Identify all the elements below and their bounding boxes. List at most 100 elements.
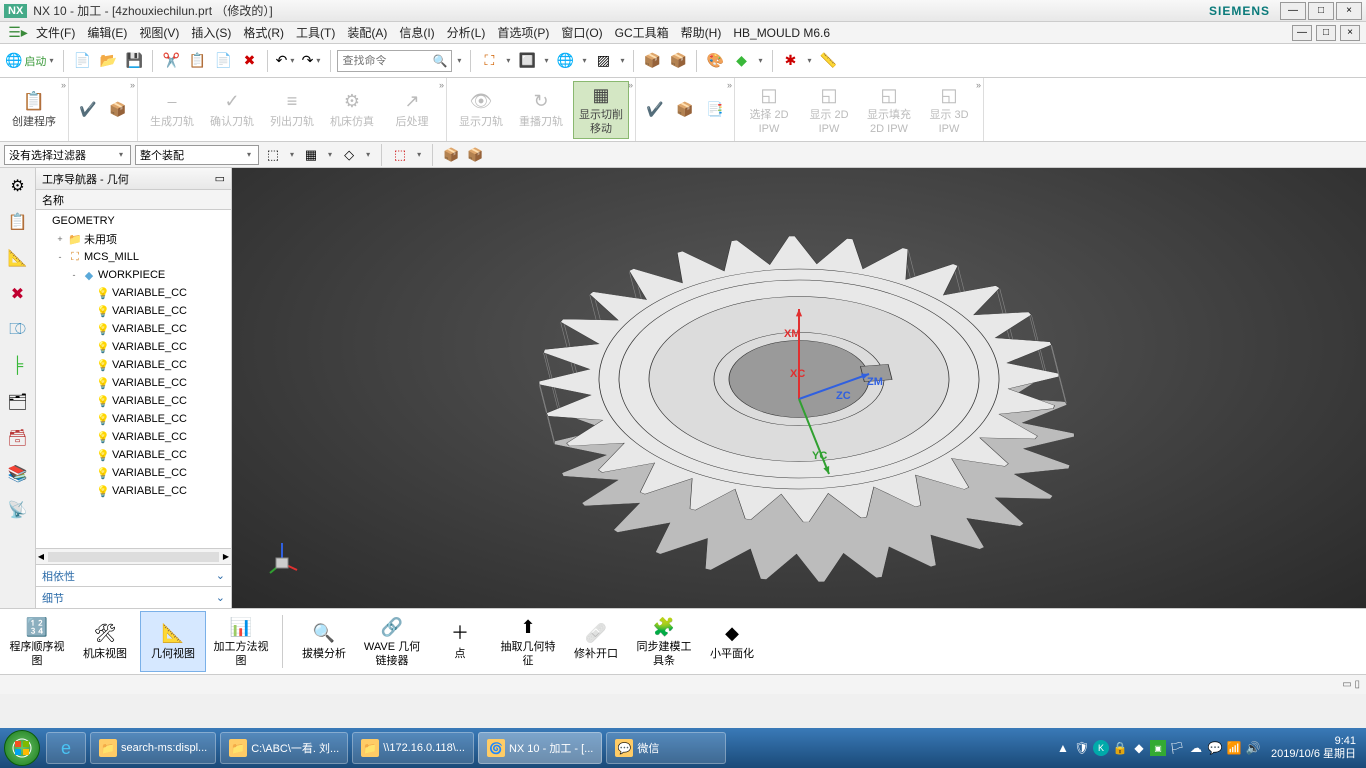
view-btn-9[interactable]: 🩹修补开口 [563, 611, 629, 672]
axis-icon[interactable]: ✱ [779, 49, 803, 73]
view-btn-10[interactable]: 🧩同步建模工具条 [631, 611, 697, 672]
cut-icon[interactable]: ✂️ [159, 49, 183, 73]
minimize-button[interactable]: — [1280, 2, 1306, 20]
nav-icon-3[interactable]: ✖ [4, 280, 32, 308]
tree-row[interactable]: 💡VARIABLE_CC [36, 320, 231, 338]
tree-row[interactable]: 💡VARIABLE_CC [36, 338, 231, 356]
nav-icon-8[interactable]: 📚 [4, 460, 32, 488]
view-btn-5[interactable]: 🔍拔模分析 [291, 611, 357, 672]
view-btn-0[interactable]: 🔢程序顺序视图 [4, 611, 70, 672]
redo-icon[interactable]: ↷▾ [300, 49, 324, 73]
tray-nvidia-icon[interactable]: ▣ [1150, 740, 1166, 756]
maximize-button[interactable]: □ [1308, 2, 1334, 20]
view-btn-6[interactable]: 🔗WAVE 几何链接器 [359, 611, 425, 672]
box-icon-2[interactable]: 📦 [465, 145, 485, 165]
command-search-input[interactable] [342, 55, 432, 67]
tree-row[interactable]: 💡VARIABLE_CC [36, 464, 231, 482]
shade-icon[interactable]: 🌐 [553, 49, 577, 73]
tray-volume-icon[interactable]: 🔊 [1245, 740, 1261, 756]
menu-p[interactable]: 首选项(P) [491, 24, 555, 42]
ribbon-btn-4-2[interactable]: 📑 [702, 97, 728, 123]
tree-toggle-icon[interactable]: - [68, 270, 80, 280]
search-icon[interactable]: 🔍 [432, 54, 447, 68]
nav-icon-1[interactable]: 📋 [4, 208, 32, 236]
paste-icon[interactable]: 📄 [211, 49, 235, 73]
ribbon-btn-1-0[interactable]: ✔️ [75, 97, 101, 123]
new-file-icon[interactable]: 📄 [70, 49, 94, 73]
tree-row[interactable]: 💡VARIABLE_CC [36, 428, 231, 446]
tree-row[interactable]: 💡VARIABLE_CC [36, 302, 231, 320]
selection-icon-3[interactable]: ◇ [339, 145, 359, 165]
view-btn-7[interactable]: ＋点 [427, 611, 493, 672]
menu-f[interactable]: 文件(F) [30, 24, 81, 42]
color-icon[interactable]: ◆ [729, 49, 753, 73]
nav-icon-4[interactable]: ⎄ [4, 316, 32, 344]
view-btn-2[interactable]: 📐几何视图 [140, 611, 206, 672]
tray-up-icon[interactable]: ▲ [1055, 740, 1071, 756]
search-dropdown[interactable]: ▾ [454, 56, 464, 65]
menu-toggle-icon[interactable]: ☰▸ [6, 21, 30, 45]
command-search[interactable]: 🔍 [337, 50, 452, 72]
close-button[interactable]: × [1336, 2, 1362, 20]
tree-row[interactable]: 💡VARIABLE_CC [36, 374, 231, 392]
ribbon-btn-3-2[interactable]: ▦显示切削移动 [573, 81, 629, 139]
nav-icon-2[interactable]: 📐 [4, 244, 32, 272]
tree-row[interactable]: -◆WORKPIECE [36, 266, 231, 284]
view-btn-3[interactable]: 📊加工方法视图 [208, 611, 274, 672]
doc-maximize-button[interactable]: □ [1316, 25, 1336, 41]
taskbar-item-0[interactable]: 📁search-ms:displ... [90, 732, 216, 764]
tray-network-icon[interactable]: 📶 [1226, 740, 1242, 756]
ruler-icon[interactable]: 📏 [817, 49, 841, 73]
menu-l[interactable]: 分析(L) [441, 24, 492, 42]
delete-icon[interactable]: ✖ [237, 49, 261, 73]
filter-scope-select[interactable]: 整个装配▾ [135, 145, 259, 165]
tray-lock-icon[interactable]: 🔒 [1112, 740, 1128, 756]
ribbon-btn-0-0[interactable]: 📋创建程序 [6, 81, 62, 139]
tray-k-icon[interactable]: K [1093, 740, 1109, 756]
tree-toggle-icon[interactable]: - [54, 252, 66, 262]
menu-v[interactable]: 视图(V) [133, 24, 185, 42]
start-button[interactable]: 🌐启动▾ [4, 49, 57, 73]
undo-icon[interactable]: ↶▾ [274, 49, 298, 73]
filter-type-select[interactable]: 没有选择过滤器▾ [4, 145, 131, 165]
selection-icon-2[interactable]: ▦ [301, 145, 321, 165]
tree-row[interactable]: 💡VARIABLE_CC [36, 446, 231, 464]
nav-icon-9[interactable]: 📡 [4, 496, 32, 524]
tray-flag-icon[interactable]: 🏳 [1169, 740, 1185, 756]
view-btn-8[interactable]: ⬆抽取几何特征 [495, 611, 561, 672]
nav-menu-icon[interactable]: ▭ [215, 172, 225, 185]
tree-row[interactable]: 💡VARIABLE_CC [36, 356, 231, 374]
menu-hbmouldm[interactable]: HB_MOULD M6.6 [727, 24, 836, 42]
box-icon-1[interactable]: 📦 [441, 145, 461, 165]
selection-icon-1[interactable]: ⬚ [263, 145, 283, 165]
doc-minimize-button[interactable]: — [1292, 25, 1312, 41]
doc-close-button[interactable]: × [1340, 25, 1360, 41]
assembly-icon-2[interactable]: 📦 [666, 49, 690, 73]
tree-row[interactable]: 💡VARIABLE_CC [36, 482, 231, 500]
taskbar-item-1[interactable]: 📁C:\ABC\一看. 刘... [220, 732, 348, 764]
zoom-icon[interactable]: 🔲 [515, 49, 539, 73]
graphics-viewport[interactable]: XM XC ZM ZC YC [232, 168, 1366, 608]
taskbar-item-3[interactable]: 🌀NX 10 - 加工 - [... [478, 732, 602, 764]
column-header-name[interactable]: 名称 [36, 190, 231, 210]
menu-r[interactable]: 格式(R) [237, 24, 290, 42]
copy-icon[interactable]: 📋 [185, 49, 209, 73]
render-style-icon[interactable]: ▨ [591, 49, 615, 73]
start-button[interactable] [4, 730, 40, 766]
tray-clock[interactable]: 9:41 2019/10/6 星期日 [1265, 735, 1362, 761]
nav-icon-5[interactable]: ╞ [4, 352, 32, 380]
h-scrollbar[interactable]: ◀ ▶ [36, 548, 231, 564]
menu-s[interactable]: 插入(S) [185, 24, 237, 42]
menu-i[interactable]: 信息(I) [393, 24, 440, 42]
menu-o[interactable]: 窗口(O) [555, 24, 608, 42]
ribbon-btn-1-1[interactable]: 📦 [105, 97, 131, 123]
tray-app-icon[interactable]: ◆ [1131, 740, 1147, 756]
ribbon-btn-4-1[interactable]: 📦 [672, 97, 698, 123]
dependencies-section[interactable]: 相依性⌄ [36, 564, 231, 586]
view-btn-11[interactable]: ◆小平面化 [699, 611, 765, 672]
menu-h[interactable]: 帮助(H) [675, 24, 728, 42]
palette-icon[interactable]: 🎨 [703, 49, 727, 73]
details-section[interactable]: 细节⌄ [36, 586, 231, 608]
fit-view-icon[interactable]: ⛶ [477, 49, 501, 73]
view-btn-1[interactable]: 🛠机床视图 [72, 611, 138, 672]
